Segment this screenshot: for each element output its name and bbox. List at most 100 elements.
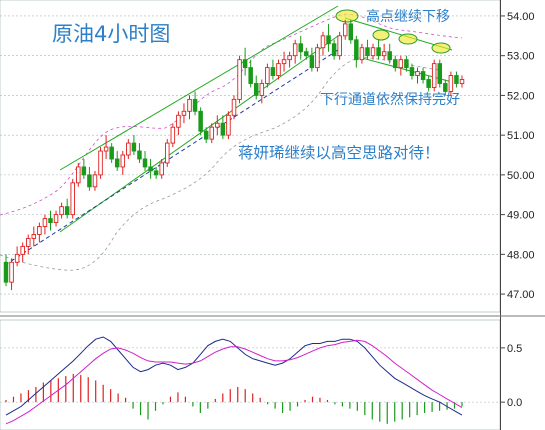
candle-body	[426, 79, 431, 88]
price-tick-label: 48.00	[507, 249, 535, 261]
candle	[64, 198, 70, 219]
candle-body	[276, 63, 281, 76]
candle	[287, 51, 292, 68]
candle	[253, 75, 259, 100]
candle	[59, 202, 64, 219]
candle-body	[415, 71, 420, 76]
macd-series-line	[5, 336, 463, 416]
macd-panel	[0, 319, 501, 430]
candle-body	[431, 63, 437, 88]
price-grid	[0, 15, 500, 295]
candle-body	[270, 67, 276, 76]
macd-tick-label: 0.0	[507, 397, 522, 409]
candle-body	[98, 150, 103, 176]
candle-body	[120, 154, 126, 168]
candle-body	[381, 51, 387, 57]
candle	[103, 135, 109, 159]
candle-body	[25, 238, 31, 247]
candle	[398, 55, 404, 76]
candle-body	[226, 114, 231, 136]
rising-trendline	[4, 49, 339, 266]
candle	[409, 63, 415, 80]
macd-axis-ticks: 0.5 0.0	[500, 343, 522, 409]
candle-body	[448, 75, 454, 92]
candle-body	[42, 218, 48, 227]
candle-body	[153, 170, 159, 176]
annotation-highs: 高点继续下移	[366, 8, 450, 25]
candle	[365, 39, 370, 60]
price-tick-label: 47.00	[507, 289, 535, 301]
candle-body	[248, 67, 253, 84]
candle-body	[131, 142, 137, 152]
candle-body	[237, 59, 242, 100]
candle	[376, 39, 381, 60]
candlesticks	[3, 19, 465, 291]
candle	[415, 67, 420, 84]
candle	[42, 214, 48, 235]
candle	[9, 258, 14, 291]
candle	[420, 67, 426, 84]
candle	[437, 59, 443, 88]
chart-title: 原油4小时图	[52, 22, 170, 46]
price-axis-ticks: 54.00 53.00 52.00 51.00 50.00 49.00 48.00 47.00	[500, 11, 535, 301]
price-tick-label: 51.00	[507, 130, 535, 142]
candle-body	[281, 59, 287, 65]
candle	[326, 23, 331, 52]
candle	[242, 47, 248, 76]
candle	[387, 43, 392, 64]
candle-body	[14, 253, 20, 263]
candle	[187, 95, 192, 120]
macd-series-line	[5, 339, 463, 425]
candle	[259, 79, 265, 104]
candle-body	[165, 142, 170, 164]
price-tick-label: 53.00	[507, 51, 535, 63]
candle-body	[9, 261, 14, 283]
annotation-channel: 下行通道依然保持完好	[320, 91, 460, 108]
candle-body	[365, 47, 370, 57]
candle	[170, 123, 176, 148]
candle	[370, 43, 376, 60]
candle-body	[81, 166, 87, 176]
candle-body	[393, 59, 398, 69]
candle	[281, 51, 287, 72]
candle-body	[103, 146, 109, 152]
candle	[459, 75, 465, 88]
price-tick-label: 54.00	[507, 11, 535, 23]
candle	[153, 166, 159, 179]
candle	[265, 63, 270, 88]
candle	[131, 135, 137, 156]
candle-body	[337, 35, 342, 57]
candle	[270, 59, 276, 80]
candle	[220, 115, 226, 140]
candle	[203, 127, 209, 144]
candle-body	[159, 162, 164, 176]
candle-body	[298, 43, 303, 53]
candle	[298, 35, 303, 60]
candle	[359, 43, 365, 64]
candle	[309, 47, 315, 72]
candle	[3, 254, 9, 287]
candle-body	[87, 174, 92, 188]
candle	[304, 47, 309, 60]
candle	[231, 95, 237, 120]
candle-body	[203, 130, 209, 140]
candle	[92, 170, 98, 191]
candle-body	[376, 47, 381, 57]
candle-body	[126, 142, 131, 156]
candle-body	[109, 146, 114, 160]
candle-body	[437, 63, 443, 84]
candle-body	[443, 83, 448, 92]
candle	[126, 139, 131, 159]
macd-indicator	[5, 336, 463, 425]
candle-body	[292, 43, 298, 57]
candle-body	[137, 150, 142, 160]
candle	[248, 59, 253, 88]
candle	[48, 210, 53, 231]
candle-body	[192, 98, 198, 112]
candle	[114, 151, 120, 171]
candle	[137, 143, 142, 163]
candle	[426, 75, 431, 92]
price-tick-label: 52.00	[507, 90, 535, 102]
candle-body	[259, 83, 265, 96]
candle	[70, 178, 75, 219]
